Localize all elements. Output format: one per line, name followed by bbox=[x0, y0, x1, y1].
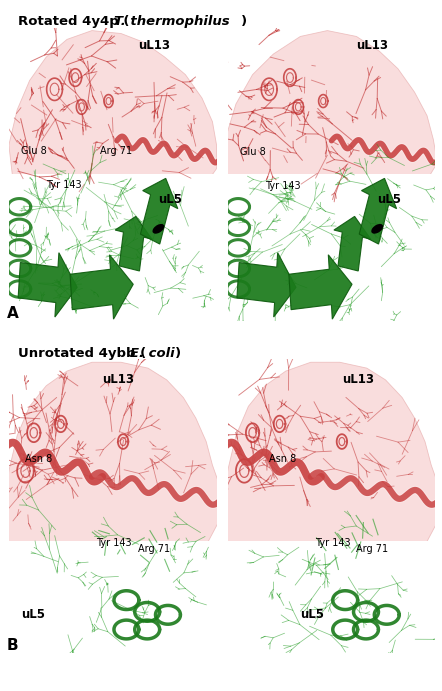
Text: Asn 8: Asn 8 bbox=[269, 454, 297, 464]
Polygon shape bbox=[289, 255, 352, 319]
Text: uL5: uL5 bbox=[377, 193, 401, 206]
Text: uL13: uL13 bbox=[342, 373, 374, 386]
Text: Unrotated 4ybb (: Unrotated 4ybb ( bbox=[18, 347, 146, 360]
Text: uL5: uL5 bbox=[301, 608, 324, 621]
Text: Tyr 143: Tyr 143 bbox=[265, 180, 301, 191]
Text: Arg 71: Arg 71 bbox=[356, 544, 389, 553]
Text: uL5: uL5 bbox=[158, 193, 183, 206]
Polygon shape bbox=[18, 253, 77, 317]
Polygon shape bbox=[141, 178, 178, 244]
Polygon shape bbox=[5, 362, 221, 565]
Text: Arg 71: Arg 71 bbox=[100, 146, 132, 156]
Text: Arg 71: Arg 71 bbox=[137, 544, 170, 553]
Text: Rotated 4y4p (: Rotated 4y4p ( bbox=[18, 15, 129, 28]
Text: uL13: uL13 bbox=[103, 373, 134, 386]
Polygon shape bbox=[334, 216, 371, 271]
Polygon shape bbox=[70, 255, 133, 319]
Text: B: B bbox=[7, 638, 18, 653]
FancyBboxPatch shape bbox=[228, 175, 435, 321]
Text: Glu 8: Glu 8 bbox=[21, 146, 47, 156]
Polygon shape bbox=[115, 216, 152, 271]
Ellipse shape bbox=[371, 224, 383, 234]
Polygon shape bbox=[9, 30, 217, 204]
Text: Tyr 143: Tyr 143 bbox=[315, 538, 351, 548]
Text: ): ) bbox=[241, 15, 247, 28]
FancyBboxPatch shape bbox=[5, 542, 223, 653]
Text: ): ) bbox=[175, 347, 181, 360]
Text: uL13: uL13 bbox=[137, 39, 170, 52]
Polygon shape bbox=[224, 362, 439, 565]
Text: T. thermophilus: T. thermophilus bbox=[114, 15, 230, 28]
Text: uL5: uL5 bbox=[21, 608, 45, 621]
Polygon shape bbox=[237, 253, 296, 317]
Text: A: A bbox=[7, 306, 19, 321]
Text: uL13: uL13 bbox=[356, 39, 389, 52]
Polygon shape bbox=[224, 30, 438, 201]
Text: Glu 8: Glu 8 bbox=[240, 147, 266, 158]
Text: Tyr 143: Tyr 143 bbox=[46, 180, 82, 190]
FancyBboxPatch shape bbox=[9, 175, 217, 321]
Text: Tyr 143: Tyr 143 bbox=[96, 538, 132, 548]
Ellipse shape bbox=[152, 224, 164, 234]
Polygon shape bbox=[359, 178, 396, 244]
Text: Asn 8: Asn 8 bbox=[26, 454, 53, 464]
FancyBboxPatch shape bbox=[224, 542, 442, 653]
Text: E. coli: E. coli bbox=[130, 347, 175, 360]
